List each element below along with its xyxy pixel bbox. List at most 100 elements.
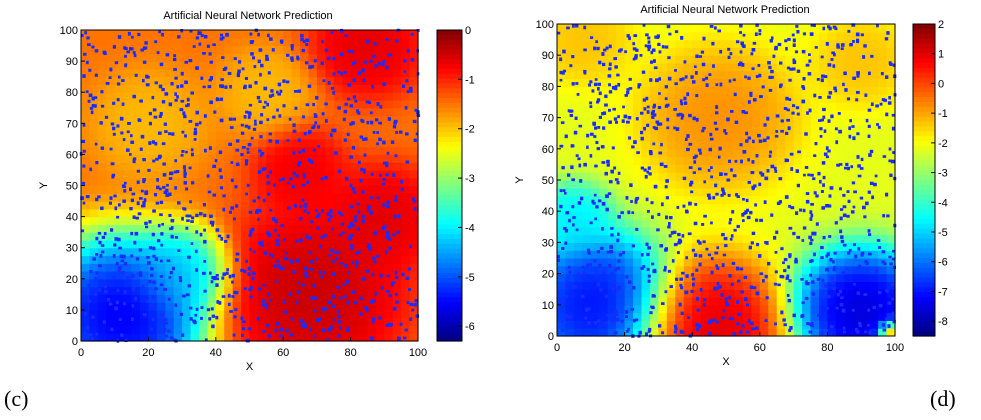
heat-cell	[633, 141, 643, 150]
heat-cell	[607, 320, 617, 329]
heat-cell	[274, 68, 284, 78]
sample-point	[244, 124, 248, 128]
sample-point	[803, 173, 806, 177]
heat-cell	[148, 123, 158, 132]
heat-cell	[123, 193, 133, 202]
heat-cell	[291, 61, 301, 70]
heat-cell	[709, 234, 719, 243]
sample-points	[556, 23, 897, 338]
sample-point	[248, 84, 252, 89]
heat-cell	[333, 185, 343, 194]
heat-cell	[869, 117, 879, 126]
heat-cell	[106, 208, 116, 218]
colorbar-step	[437, 59, 462, 65]
sample-point	[381, 182, 386, 186]
sample-point	[725, 300, 728, 305]
heat-cell	[675, 297, 685, 306]
heat-cell	[401, 271, 411, 280]
heat-cell	[751, 265, 761, 275]
sample-point	[671, 259, 675, 263]
heat-cell	[582, 31, 592, 41]
sample-point	[354, 99, 358, 103]
sample-point	[737, 63, 742, 67]
heat-cell	[658, 250, 668, 259]
heat-cell	[658, 39, 668, 48]
heat-cell	[633, 312, 643, 321]
heat-cell	[878, 148, 888, 158]
sample-point	[166, 183, 169, 187]
heat-cell	[367, 255, 377, 264]
sample-point	[691, 277, 696, 281]
sample-point	[207, 85, 212, 89]
heat-cell	[401, 309, 411, 319]
sample-point	[316, 226, 320, 230]
heat-cell	[81, 115, 91, 124]
heat-cell	[658, 55, 668, 64]
sample-point	[218, 301, 222, 305]
sample-point	[673, 126, 677, 130]
heat-cell	[215, 224, 225, 233]
sample-point	[104, 289, 108, 294]
heat-cell	[633, 203, 643, 212]
heat-cell	[599, 281, 609, 290]
heat-cell	[641, 39, 651, 48]
sample-point	[833, 251, 837, 255]
heat-cell	[726, 180, 736, 189]
heat-cell	[633, 125, 643, 134]
sample-point	[189, 29, 193, 33]
heat-cell	[156, 123, 166, 132]
sample-point	[702, 240, 706, 244]
heat-cell	[139, 185, 149, 194]
heat-cell	[785, 31, 795, 41]
heat-cell	[616, 195, 626, 204]
heat-cell	[742, 297, 752, 306]
heat-cell	[291, 37, 301, 47]
heat-cell	[785, 187, 795, 197]
heat-cell	[700, 312, 710, 321]
heat-cell	[165, 333, 175, 342]
heat-cell	[852, 226, 862, 236]
heat-cell	[224, 193, 234, 202]
sample-point	[162, 173, 167, 177]
heat-cell	[342, 302, 352, 311]
sample-point	[249, 248, 252, 252]
sample-point	[148, 279, 152, 284]
heat-cell	[375, 208, 385, 218]
heat-cell	[257, 162, 267, 171]
sample-point	[188, 306, 193, 310]
sample-point	[95, 253, 99, 256]
sample-point	[151, 140, 155, 144]
sample-point	[274, 220, 278, 224]
heat-cell	[827, 109, 837, 119]
heat-cell	[139, 286, 149, 295]
heat-cell	[641, 297, 651, 306]
colorbar-step	[437, 170, 462, 177]
sample-point	[857, 164, 861, 168]
sample-point	[769, 39, 773, 43]
sample-point	[210, 220, 215, 224]
heat-cell	[350, 255, 360, 264]
heat-cell	[726, 125, 736, 134]
heat-cell	[165, 162, 175, 171]
heat-cell	[827, 328, 837, 337]
sample-point	[122, 254, 126, 259]
sample-point	[820, 331, 824, 335]
heat-cell	[291, 162, 301, 171]
sample-point	[159, 187, 162, 191]
sample-point	[568, 218, 571, 223]
heat-cell	[624, 273, 634, 282]
heat-cell	[89, 76, 99, 86]
heat-cell	[207, 216, 217, 225]
colorbar-step	[437, 282, 462, 289]
heat-cell	[683, 94, 693, 103]
heat-cell	[148, 286, 158, 295]
heat-cell	[198, 123, 208, 132]
sample-point	[595, 273, 598, 277]
sample-point	[682, 204, 686, 208]
colorbar-step	[437, 204, 462, 211]
sample-point	[120, 259, 125, 263]
sample-point	[186, 103, 190, 107]
heat-cell	[316, 177, 326, 187]
sample-point	[392, 233, 396, 237]
sample-point	[337, 334, 341, 338]
